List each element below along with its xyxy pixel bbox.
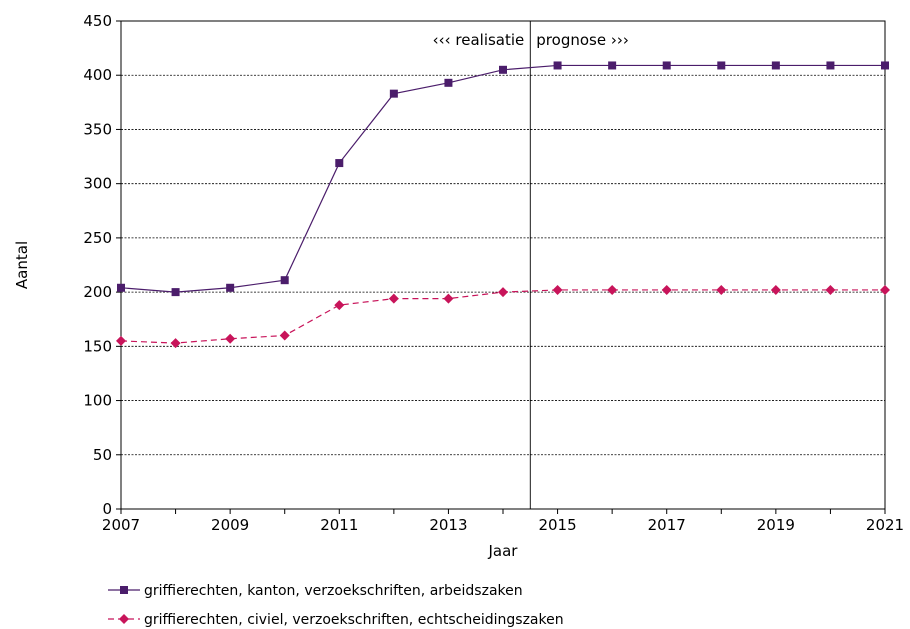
- data-point: [716, 284, 727, 295]
- data-point: [499, 65, 507, 74]
- annotation-realisatie: ‹‹‹ realisatie: [433, 31, 525, 49]
- y-axis-label: Aantal: [13, 241, 31, 289]
- data-point: [498, 287, 508, 298]
- series-line: [120, 289, 885, 344]
- legend-marker: [120, 586, 128, 594]
- x-tick-label: 2017: [648, 516, 686, 534]
- data-point: [225, 333, 236, 344]
- legend-marker: [119, 614, 129, 624]
- legend: griffierechten, kanton, verzoekschriften…: [108, 583, 564, 628]
- data-point: [771, 61, 780, 70]
- x-tick-label: 2015: [538, 516, 576, 534]
- y-tick-label: 250: [83, 229, 112, 247]
- data-point: [117, 283, 125, 292]
- y-tick-label: 150: [83, 337, 112, 355]
- data-point: [171, 288, 180, 297]
- data-point: [334, 300, 345, 311]
- y-tick-label: 400: [83, 66, 112, 84]
- y-tick-label: 100: [83, 392, 112, 410]
- plot-area-frame: [120, 20, 886, 510]
- data-point: [443, 293, 454, 304]
- data-point: [226, 283, 235, 292]
- data-point: [279, 330, 290, 341]
- legend-label: griffierechten, kanton, verzoekschriften…: [144, 583, 523, 599]
- data-point: [770, 284, 781, 295]
- y-tick-label: 0: [102, 500, 112, 518]
- y-tick-label: 450: [83, 12, 112, 30]
- data-point: [170, 338, 181, 349]
- series-line: [120, 64, 885, 293]
- data-point: [116, 335, 126, 346]
- series-layer: [116, 61, 890, 349]
- y-axis-ticks: 0 50 100 150 200 250 300 350 400 450: [83, 12, 121, 518]
- x-axis-label: Jaar: [488, 542, 519, 560]
- data-point: [335, 159, 344, 168]
- data-point: [662, 61, 671, 70]
- x-tick-label: 2019: [757, 516, 795, 534]
- data-point: [552, 284, 563, 295]
- annotation-prognose: prognose ›››: [536, 31, 629, 49]
- y-tick-label: 200: [83, 283, 112, 301]
- data-point: [717, 61, 726, 70]
- data-point: [661, 284, 672, 295]
- y-tick-label: 50: [93, 446, 112, 464]
- gridlines: [121, 74, 885, 456]
- x-tick-label: 2021: [866, 516, 904, 534]
- data-point: [280, 276, 289, 285]
- data-point: [880, 284, 890, 295]
- data-point: [881, 61, 889, 70]
- y-tick-label: 350: [83, 120, 112, 138]
- x-tick-label: 2007: [102, 516, 140, 534]
- data-point: [444, 78, 453, 87]
- legend-item: griffierechten, civiel, verzoekschriften…: [108, 612, 564, 628]
- series-2: [116, 284, 890, 349]
- y-tick-label: 300: [83, 175, 112, 193]
- x-tick-label: 2013: [429, 516, 467, 534]
- data-point: [825, 284, 836, 295]
- x-axis-ticks: 2007 2009 2011 2013 2015 2017 2019 2021: [102, 509, 904, 534]
- legend-label: griffierechten, civiel, verzoekschriften…: [144, 612, 564, 628]
- data-point: [553, 61, 562, 70]
- data-point: [607, 284, 618, 295]
- x-tick-label: 2009: [211, 516, 249, 534]
- data-point: [608, 61, 617, 70]
- legend-item: griffierechten, kanton, verzoekschriften…: [108, 583, 523, 599]
- data-point: [826, 61, 835, 70]
- data-point: [389, 89, 398, 98]
- series-1: [117, 61, 889, 297]
- data-point: [388, 293, 399, 304]
- x-tick-label: 2011: [320, 516, 358, 534]
